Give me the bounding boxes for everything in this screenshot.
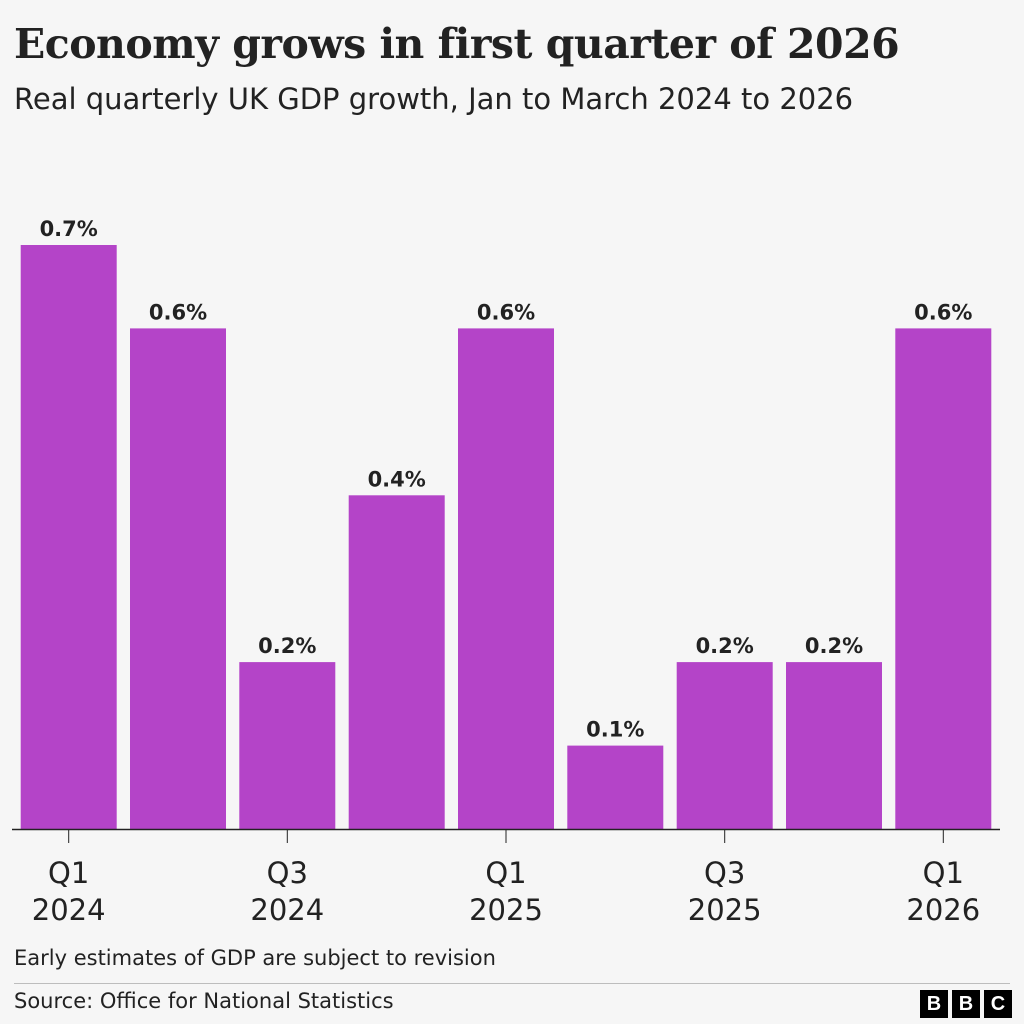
- x-tick-label: Q1: [485, 856, 526, 890]
- x-tick-label: Q1: [923, 856, 964, 890]
- bar: [895, 328, 992, 829]
- bbc-logo: B B C: [920, 990, 1012, 1018]
- bar: [239, 662, 336, 829]
- bar: [130, 328, 226, 829]
- x-tick-label: Q3: [267, 856, 308, 890]
- bbc-logo-letter: B: [952, 990, 980, 1018]
- x-tick-label: Q1: [48, 856, 89, 890]
- data-label: 0.6%: [914, 300, 972, 324]
- data-label: 0.2%: [696, 634, 754, 658]
- x-tick-label: 2024: [250, 893, 324, 927]
- x-tick-label: 2025: [469, 893, 543, 927]
- data-label: 0.6%: [149, 300, 207, 324]
- bar: [458, 328, 554, 829]
- x-tick-label: 2026: [906, 893, 980, 927]
- bar: [567, 745, 664, 829]
- data-label: 0.1%: [586, 718, 644, 742]
- chart-subtitle: Real quarterly UK GDP growth, Jan to Mar…: [14, 82, 854, 116]
- bbc-logo-letter: C: [984, 990, 1012, 1018]
- bar: [786, 662, 882, 829]
- source-text: Source: Office for National Statistics: [14, 989, 394, 1013]
- data-label: 0.6%: [477, 300, 535, 324]
- bar: [676, 662, 773, 829]
- x-tick-label: 2025: [688, 893, 762, 927]
- data-label: 0.2%: [258, 634, 316, 658]
- bbc-logo-letter: B: [920, 990, 948, 1018]
- data-label: 0.7%: [40, 217, 98, 241]
- footer-divider: [14, 983, 1010, 984]
- x-tick-label: 2024: [32, 893, 106, 927]
- bar: [348, 495, 445, 829]
- data-label: 0.2%: [805, 634, 863, 658]
- bar: [20, 245, 117, 829]
- chart-title: Economy grows in first quarter of 2026: [14, 20, 900, 68]
- data-label: 0.4%: [368, 467, 426, 491]
- x-tick-label: Q3: [704, 856, 745, 890]
- revision-note: Early estimates of GDP are subject to re…: [14, 946, 496, 970]
